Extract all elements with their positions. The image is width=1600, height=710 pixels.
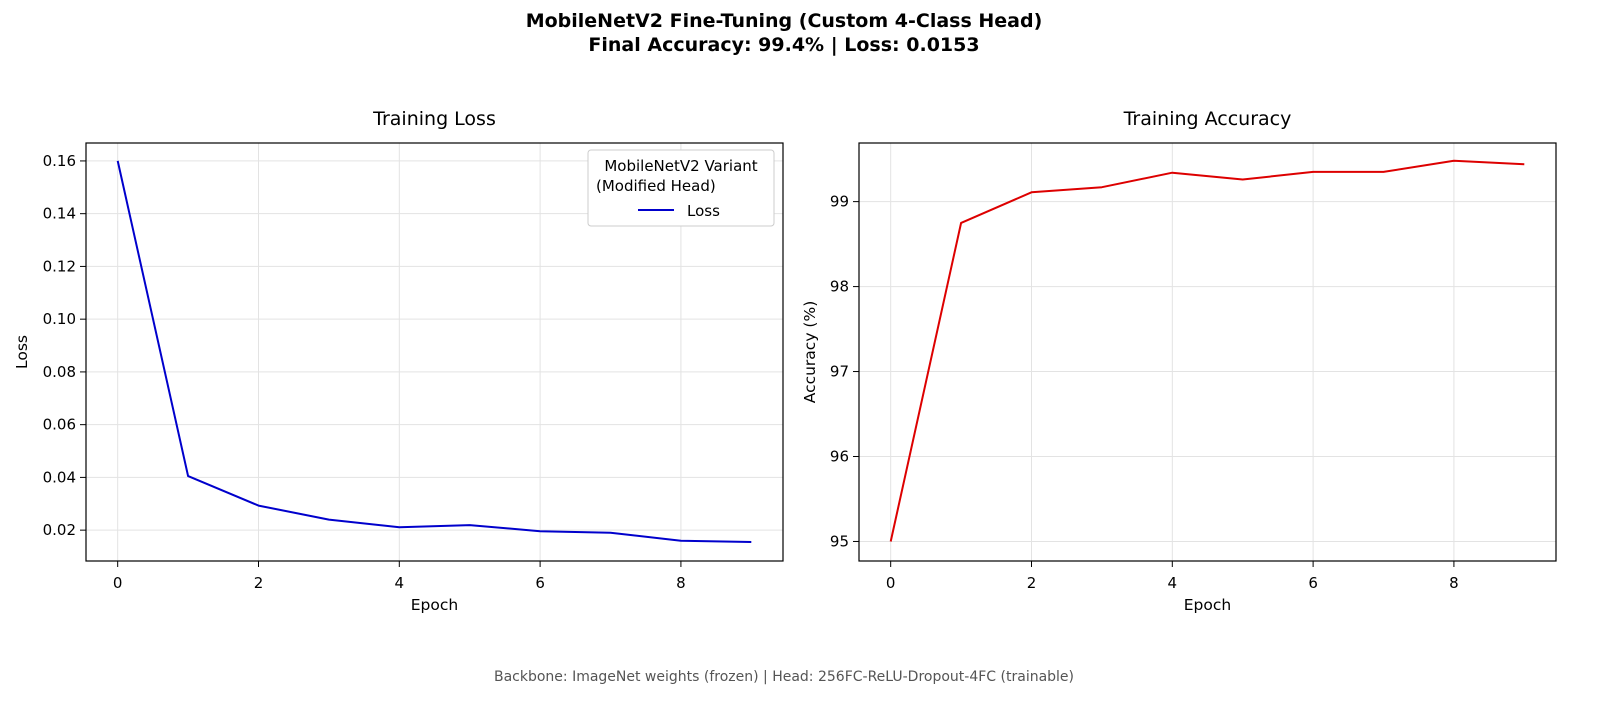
- accuracy-ytick-label: 99: [830, 193, 849, 211]
- loss-xtick-label: 4: [395, 574, 405, 592]
- loss-legend-title-line1: MobileNetV2 Variant: [604, 157, 757, 175]
- loss-ytick-label: 0.10: [43, 310, 76, 328]
- loss-chart: 0 2 4 6 8 0.02 0.04 0.06 0.08 0.10 0.12 0.14 0.16 Tra…: [13, 108, 784, 614]
- accuracy-axes-frame: [858, 142, 1557, 562]
- loss-xtick-label: 0: [113, 574, 123, 592]
- loss-axes-frame: [85, 142, 784, 562]
- loss-legend-box: [587, 149, 775, 227]
- loss-series-line: [116, 160, 752, 543]
- accuracy-ytick-label: 97: [830, 363, 849, 381]
- accuracy-series-line: [889, 159, 1525, 542]
- loss-ytick-label: 0.14: [43, 205, 76, 223]
- loss-x-axis-label: Epoch: [411, 596, 458, 614]
- accuracy-ytick-label: 98: [830, 278, 849, 296]
- accuracy-xtick-label: 4: [1168, 574, 1178, 592]
- loss-legend: MobileNetV2 Variant (Modified Head) Loss: [587, 149, 775, 227]
- loss-legend-title-line2: (Modified Head): [596, 177, 716, 195]
- accuracy-y-axis-label: Accuracy (%): [801, 301, 819, 404]
- loss-ytick-label: 0.08: [43, 363, 76, 381]
- loss-ytick-label: 0.02: [43, 521, 76, 539]
- figure-title-line1: MobileNetV2 Fine-Tuning (Custom 4-Class …: [526, 10, 1043, 32]
- loss-ytick-label: 0.12: [43, 257, 76, 275]
- loss-xtick-label: 6: [535, 574, 545, 592]
- loss-ytick-label: 0.16: [43, 152, 76, 170]
- loss-xtick-label: 2: [254, 574, 264, 592]
- accuracy-ytick-label: 95: [830, 532, 849, 550]
- accuracy-xtick-label: 6: [1308, 574, 1318, 592]
- accuracy-chart-title: Training Accuracy: [1123, 108, 1292, 130]
- accuracy-x-axis-label: Epoch: [1184, 596, 1231, 614]
- figure-footer: Backbone: ImageNet weights (frozen) | He…: [494, 669, 1074, 685]
- accuracy-ytick-label: 96: [830, 448, 849, 466]
- loss-ytick-label: 0.04: [43, 468, 76, 486]
- loss-xtick-label: 8: [676, 574, 686, 592]
- accuracy-chart: 0 2 4 6 8 95 96 97 98 99 Training Accuracy Epoch Acc…: [801, 108, 1557, 614]
- accuracy-xtick-label: 2: [1027, 574, 1037, 592]
- loss-y-axis-label: Loss: [13, 335, 31, 369]
- figure-title-line2: Final Accuracy: 99.4% | Loss: 0.0153: [588, 34, 979, 56]
- accuracy-xtick-label: 8: [1449, 574, 1459, 592]
- loss-ytick-label: 0.06: [43, 416, 76, 434]
- loss-chart-title: Training Loss: [372, 108, 496, 130]
- accuracy-xtick-label: 0: [886, 574, 896, 592]
- loss-legend-entry-label: Loss: [687, 202, 720, 220]
